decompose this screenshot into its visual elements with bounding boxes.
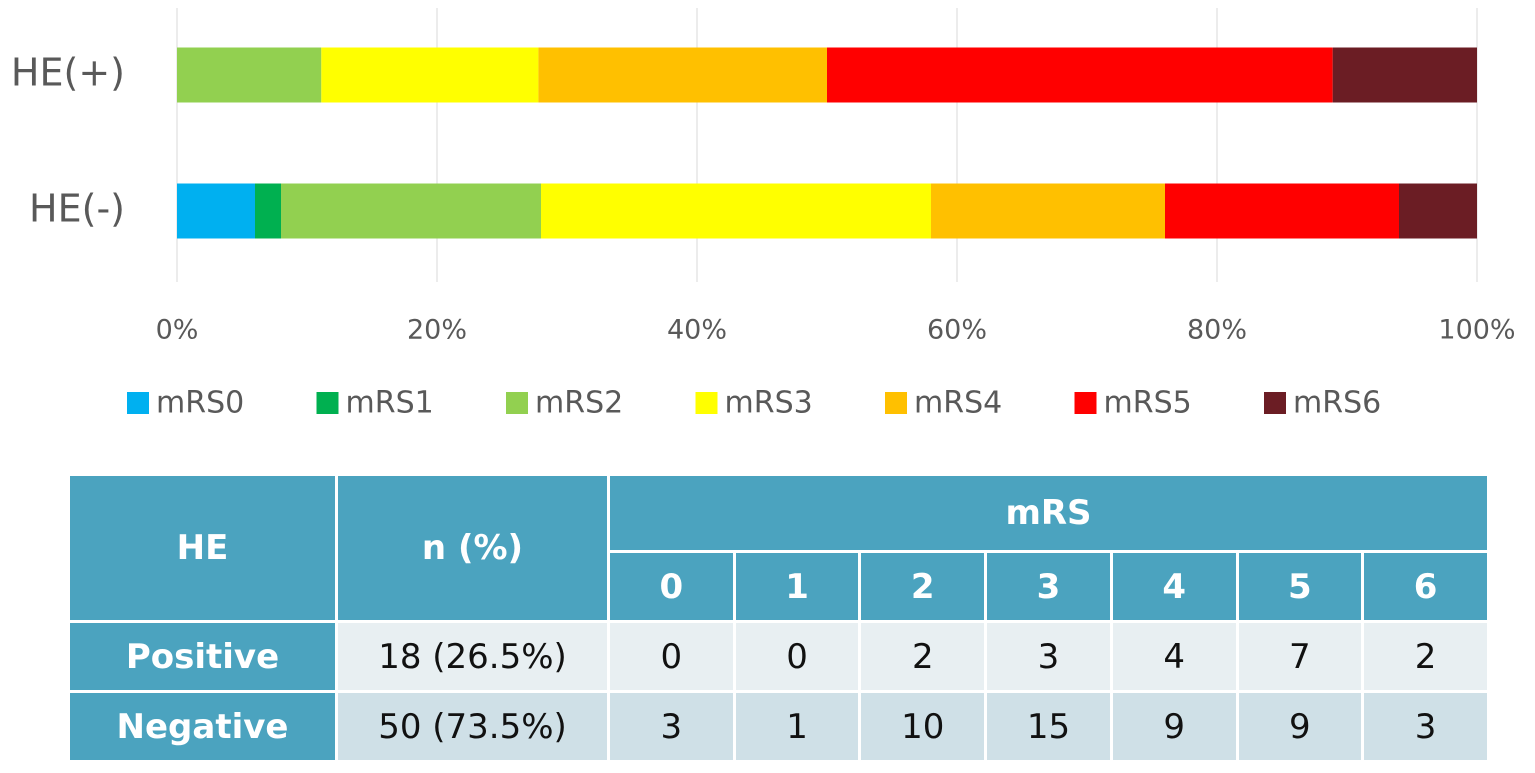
x-tick-label: 20% <box>407 315 467 346</box>
legend-label: mRS1 <box>346 386 434 421</box>
table-cell: 2 <box>858 550 988 623</box>
legend-swatch <box>127 392 149 414</box>
chart: 0% 20% 40% 60% 80% 100% HE(+) HE(-) mRS0 mRS1 mRS2… <box>11 8 1516 421</box>
table-cell: 5 <box>1235 550 1365 623</box>
legend-swatch <box>695 392 718 414</box>
x-tick-label: 0% <box>156 315 199 346</box>
table-cell: 0 <box>732 620 862 693</box>
table-cell: 3 <box>1361 690 1490 763</box>
legend-label: mRS3 <box>725 386 813 421</box>
table-cell: 0 <box>607 550 736 623</box>
bar-segment <box>538 47 827 103</box>
table-cell: Negative <box>67 690 338 763</box>
legend-swatch <box>316 392 339 414</box>
x-tick-label: 100% <box>1438 315 1515 346</box>
bar-segment <box>931 183 1165 239</box>
table-cell: 3 <box>984 550 1113 623</box>
bar-segment <box>1332 47 1477 103</box>
table-cell: 50 (73.5%) <box>335 690 610 763</box>
header-cell: HE <box>67 473 338 623</box>
bar-segment <box>321 47 539 103</box>
table-cell: 18 (26.5%) <box>335 620 610 693</box>
x-tick-label: 80% <box>1187 315 1247 346</box>
legend-swatch <box>1074 392 1097 414</box>
x-tick-label: 40% <box>667 315 727 346</box>
bar-segment <box>177 47 322 103</box>
table-cell: 10 <box>858 690 988 763</box>
table-cell: 7 <box>1235 620 1365 693</box>
bar-segment <box>255 183 281 239</box>
table-cell: Positive <box>67 620 338 693</box>
legend-swatch <box>885 392 907 414</box>
table-cell: 9 <box>1235 690 1365 763</box>
legend-label: mRS2 <box>535 386 623 421</box>
table-cell: 4 <box>1109 550 1239 623</box>
bar-segment <box>281 183 541 239</box>
table-cell: 15 <box>984 690 1113 763</box>
bar-segment <box>177 183 255 239</box>
table-cell: 9 <box>1109 690 1239 763</box>
legend-label: mRS0 <box>156 386 244 421</box>
header-cell: n (%) <box>335 473 610 623</box>
table-cell: 1 <box>732 550 862 623</box>
table-cell: 2 <box>1361 620 1490 693</box>
x-tick-label: 60% <box>927 315 987 346</box>
legend-label: mRS5 <box>1104 386 1192 421</box>
header-cell: mRS <box>607 473 1490 553</box>
legend-swatch <box>1264 392 1286 414</box>
bar-segment <box>827 47 1333 103</box>
table-cell: 1 <box>732 690 862 763</box>
legend-label: mRS4 <box>914 386 1002 421</box>
table-cell: 3 <box>984 620 1113 693</box>
table-cell: 4 <box>1109 620 1239 693</box>
y-tick-label: HE(+) <box>11 51 125 95</box>
bar-segment <box>541 183 931 239</box>
table-cell: 2 <box>858 620 988 693</box>
bar-segment <box>1399 183 1477 239</box>
legend-swatch <box>506 392 528 414</box>
y-tick-label: HE(-) <box>29 187 125 231</box>
table-cell: 3 <box>607 690 736 763</box>
table-cell: 6 <box>1361 550 1490 623</box>
bar-segment <box>1165 183 1399 239</box>
legend-label: mRS6 <box>1293 386 1381 421</box>
table-cell: 0 <box>607 620 736 693</box>
